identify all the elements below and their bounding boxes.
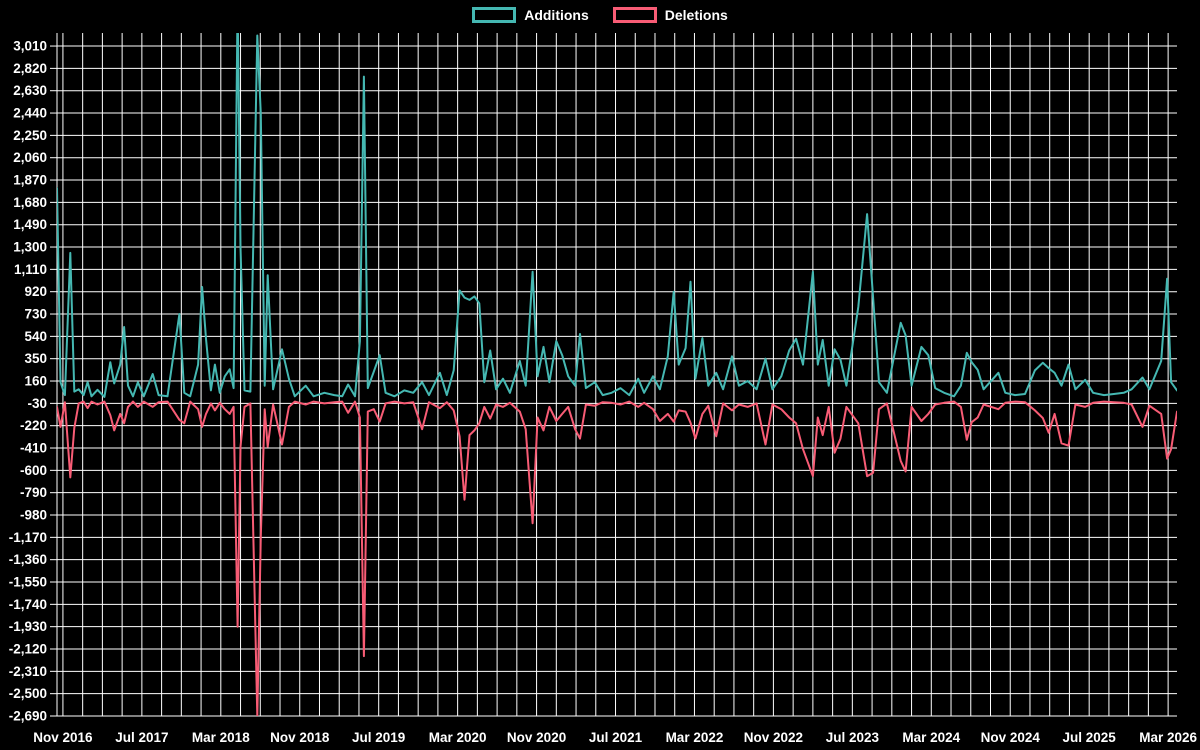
legend-label-additions: Additions [524, 7, 589, 23]
svg-text:-1,740: -1,740 [9, 597, 47, 612]
svg-text:-220: -220 [20, 418, 47, 433]
svg-text:920: 920 [24, 284, 47, 299]
svg-text:Mar 2024: Mar 2024 [902, 730, 960, 745]
svg-text:Jul 2023: Jul 2023 [826, 730, 880, 745]
svg-text:-1,930: -1,930 [9, 619, 47, 634]
svg-text:Nov 2016: Nov 2016 [33, 730, 93, 745]
deletions-swatch-icon [612, 7, 657, 23]
svg-text:1,300: 1,300 [13, 240, 47, 255]
svg-text:-600: -600 [20, 463, 47, 478]
svg-text:Jul 2021: Jul 2021 [589, 730, 643, 745]
svg-text:2,060: 2,060 [13, 150, 47, 165]
svg-text:-980: -980 [20, 508, 47, 523]
chart-legend: Additions Deletions [0, 7, 1200, 23]
legend-item-deletions[interactable]: Deletions [612, 7, 728, 23]
svg-text:Jul 2019: Jul 2019 [352, 730, 405, 745]
svg-text:Nov 2024: Nov 2024 [981, 730, 1041, 745]
svg-text:-790: -790 [20, 485, 47, 500]
svg-text:2,630: 2,630 [13, 83, 47, 98]
svg-text:1,110: 1,110 [14, 262, 47, 277]
svg-text:Nov 2018: Nov 2018 [270, 730, 330, 745]
svg-text:730: 730 [24, 307, 47, 322]
svg-text:Mar 2018: Mar 2018 [192, 730, 250, 745]
svg-text:-410: -410 [20, 441, 47, 456]
svg-text:Jul 2025: Jul 2025 [1063, 730, 1117, 745]
svg-text:Jul 2017: Jul 2017 [115, 730, 168, 745]
svg-text:-2,120: -2,120 [9, 642, 47, 657]
svg-text:540: 540 [24, 329, 47, 344]
svg-text:Nov 2020: Nov 2020 [507, 730, 566, 745]
svg-text:1,870: 1,870 [13, 173, 47, 188]
gridlines [50, 33, 1177, 717]
svg-text:2,250: 2,250 [13, 128, 47, 143]
x-axis-labels: Nov 2016 Jul 2017 Mar 2018 Nov 2018 Jul 2019… [33, 730, 1197, 745]
svg-text:-2,500: -2,500 [9, 686, 47, 701]
additions-line [57, 33, 1177, 398]
legend-item-additions[interactable]: Additions [472, 7, 589, 23]
svg-text:Mar 2022: Mar 2022 [666, 730, 724, 745]
svg-text:-1,550: -1,550 [9, 575, 47, 590]
deletions-line [57, 400, 1177, 716]
svg-text:-30: -30 [27, 396, 47, 411]
svg-text:-2,690: -2,690 [9, 709, 47, 724]
svg-text:-1,360: -1,360 [9, 552, 47, 567]
svg-text:-1,170: -1,170 [9, 530, 47, 545]
svg-text:1,680: 1,680 [13, 195, 47, 210]
additions-swatch-icon [472, 7, 517, 23]
svg-text:2,440: 2,440 [13, 106, 47, 121]
svg-text:1,490: 1,490 [13, 217, 47, 232]
svg-text:-2,310: -2,310 [9, 664, 47, 679]
svg-text:Nov 2022: Nov 2022 [744, 730, 803, 745]
svg-text:3,010: 3,010 [13, 39, 47, 54]
y-axis-labels: 3,010 2,820 2,630 2,440 2,250 2,060 1,870 1,680… [9, 39, 47, 724]
svg-text:Mar 2026: Mar 2026 [1139, 730, 1197, 745]
legend-label-deletions: Deletions [664, 7, 728, 23]
svg-text:2,820: 2,820 [13, 61, 47, 76]
svg-text:350: 350 [24, 351, 47, 366]
svg-text:Mar 2020: Mar 2020 [429, 730, 487, 745]
svg-text:160: 160 [24, 374, 47, 389]
